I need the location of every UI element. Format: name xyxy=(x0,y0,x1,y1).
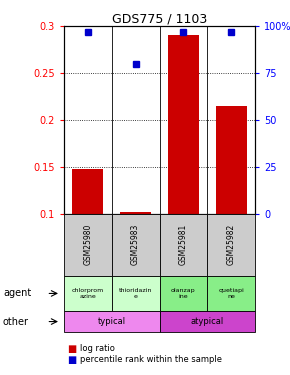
Text: atypical: atypical xyxy=(191,317,224,326)
Text: GSM25980: GSM25980 xyxy=(83,224,92,266)
Text: ■: ■ xyxy=(67,344,76,354)
Bar xyxy=(120,212,151,214)
Text: GSM25981: GSM25981 xyxy=(179,224,188,266)
Text: percentile rank within the sample: percentile rank within the sample xyxy=(80,356,222,364)
Text: agent: agent xyxy=(3,288,31,298)
Bar xyxy=(168,35,199,214)
Text: GSM25983: GSM25983 xyxy=(131,224,140,266)
Title: GDS775 / 1103: GDS775 / 1103 xyxy=(112,12,207,25)
Text: typical: typical xyxy=(98,317,126,326)
Bar xyxy=(72,169,103,214)
Text: GSM25982: GSM25982 xyxy=(227,224,236,266)
Text: log ratio: log ratio xyxy=(80,344,115,353)
Text: quetiapi
ne: quetiapi ne xyxy=(218,288,244,299)
Text: olanzap
ine: olanzap ine xyxy=(171,288,196,299)
Bar xyxy=(216,106,247,214)
Text: ■: ■ xyxy=(67,355,76,365)
Text: other: other xyxy=(3,316,29,327)
Text: chlorprom
azine: chlorprom azine xyxy=(72,288,104,299)
Text: thioridazin
e: thioridazin e xyxy=(119,288,152,299)
